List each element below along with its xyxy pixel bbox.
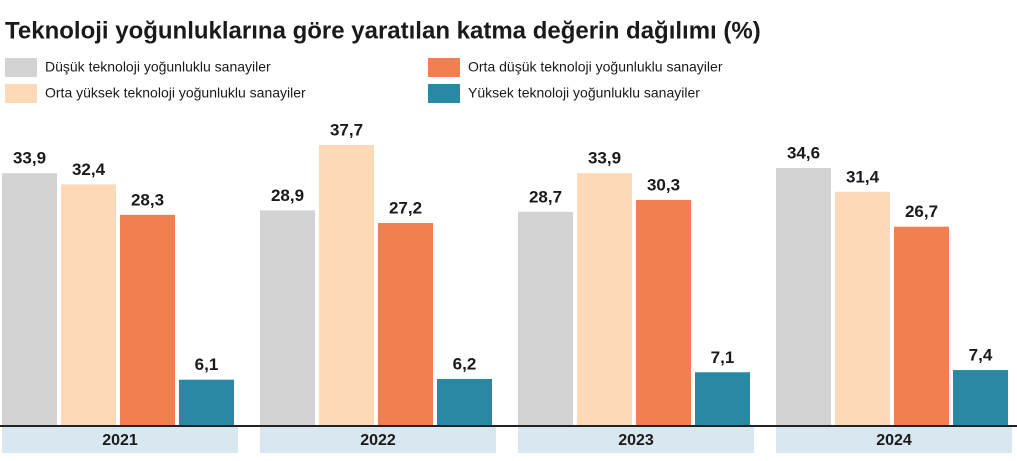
bar [695, 372, 750, 425]
bar [319, 145, 374, 425]
bar [120, 214, 175, 425]
bar [518, 211, 573, 425]
category-band [260, 427, 496, 453]
value-label: 26,7 [905, 202, 938, 221]
bar [437, 378, 492, 425]
bar [61, 184, 116, 425]
category-band [2, 427, 238, 453]
value-label: 28,7 [529, 187, 562, 206]
bar [894, 226, 949, 425]
category-band [518, 427, 754, 453]
value-label: 34,6 [787, 144, 820, 163]
value-label: 33,9 [588, 149, 621, 168]
bar [835, 191, 890, 425]
value-label: 37,7 [330, 120, 363, 139]
x-tick-label: 2024 [876, 432, 912, 449]
legend-label: Orta düşük teknoloji yoğunluklu sanayile… [468, 59, 723, 75]
bar [636, 199, 691, 425]
value-label: 33,9 [13, 149, 46, 168]
value-label: 28,9 [271, 186, 304, 205]
legend-label: Yüksek teknoloji yoğunluklu sanayiler [468, 85, 700, 101]
bar [2, 173, 57, 425]
legend-swatch [5, 84, 37, 103]
x-tick-label: 2022 [360, 432, 396, 449]
value-label: 7,1 [711, 348, 735, 367]
bar [577, 173, 632, 425]
bar [179, 379, 234, 425]
x-tick-label: 2021 [102, 432, 138, 449]
legend-swatch [5, 58, 37, 77]
value-label: 6,1 [195, 355, 219, 374]
legend-label: Düşük teknoloji yoğunluklu sanayiler [45, 59, 271, 75]
legend-label: Orta yüksek teknoloji yoğunluklu sanayil… [45, 85, 306, 101]
value-label: 30,3 [647, 175, 680, 194]
value-label: 28,3 [131, 190, 164, 209]
x-tick-label: 2023 [618, 432, 654, 449]
value-label: 32,4 [72, 160, 106, 179]
bar [378, 222, 433, 425]
legend-swatch [428, 58, 460, 77]
value-label: 31,4 [846, 167, 880, 186]
bar [260, 210, 315, 425]
value-label: 27,2 [389, 198, 422, 217]
legend-swatch [428, 84, 460, 103]
bar [953, 370, 1008, 425]
category-band [776, 427, 1012, 453]
bar [776, 168, 831, 426]
chart-title: Teknoloji yoğunluklarına göre yaratılan … [5, 17, 761, 44]
value-label: 7,4 [969, 346, 993, 365]
value-label: 6,2 [453, 354, 477, 373]
